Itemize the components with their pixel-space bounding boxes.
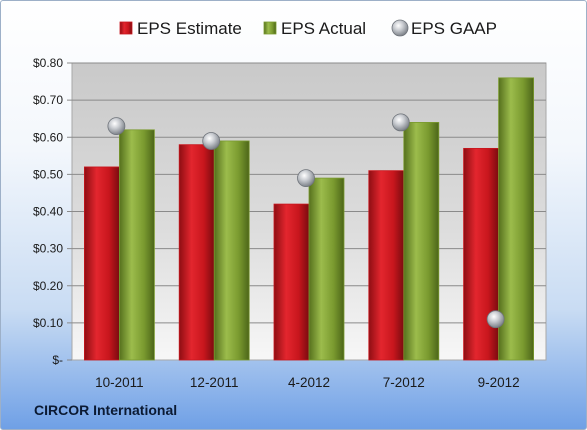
legend-eps-actual: EPS Actual [263, 19, 366, 38]
marker-eps-gaap [391, 113, 410, 132]
bar-eps-estimate [178, 144, 215, 361]
y-tick-label: $0.70 [33, 93, 63, 107]
bar-eps-estimate [273, 203, 310, 361]
bar-eps-actual [213, 140, 250, 361]
y-tick-label: $0.40 [33, 205, 63, 219]
x-tick-label: 9-2012 [478, 375, 520, 390]
x-tick-label: 12-2011 [190, 375, 239, 390]
legend-eps-estimate: EPS Estimate [119, 19, 242, 38]
marker-eps-gaap [297, 169, 315, 187]
legend-eps-estimate-swatch [119, 21, 133, 35]
legend-eps-gaap: EPS GAAP [391, 19, 497, 38]
y-tick-label: $- [52, 353, 63, 367]
legend-eps-actual-swatch [263, 21, 277, 35]
y-tick-label: $0.60 [33, 130, 63, 144]
y-tick-label: $0.50 [33, 167, 63, 181]
marker-eps-gaap [486, 310, 505, 329]
y-tick-label: $0.80 [33, 56, 63, 70]
bar-eps-actual [403, 122, 440, 361]
bar-eps-estimate [463, 147, 500, 361]
y-tick-label: $0.10 [33, 316, 63, 330]
legend-eps-gaap-label: EPS GAAP [411, 19, 497, 38]
bar-eps-actual [119, 129, 155, 361]
company-name: CIRCOR International [34, 402, 178, 418]
x-tick-label: 7-2012 [383, 375, 425, 390]
marker-eps-gaap [202, 132, 221, 150]
legend-eps-gaap-swatch [391, 19, 409, 37]
y-tick-label: $0.30 [33, 242, 63, 256]
bar-eps-estimate [368, 170, 405, 361]
bar-eps-estimate [84, 166, 120, 361]
legend-eps-estimate-label: EPS Estimate [137, 19, 242, 38]
x-tick-label: 4-2012 [288, 375, 330, 390]
marker-eps-gaap [107, 117, 126, 136]
x-tick-label: 10-2011 [95, 375, 144, 390]
legend-eps-actual-label: EPS Actual [281, 19, 366, 38]
y-tick-label: $0.20 [33, 279, 63, 293]
bar-eps-actual [498, 77, 535, 361]
bar-eps-actual [308, 177, 345, 361]
